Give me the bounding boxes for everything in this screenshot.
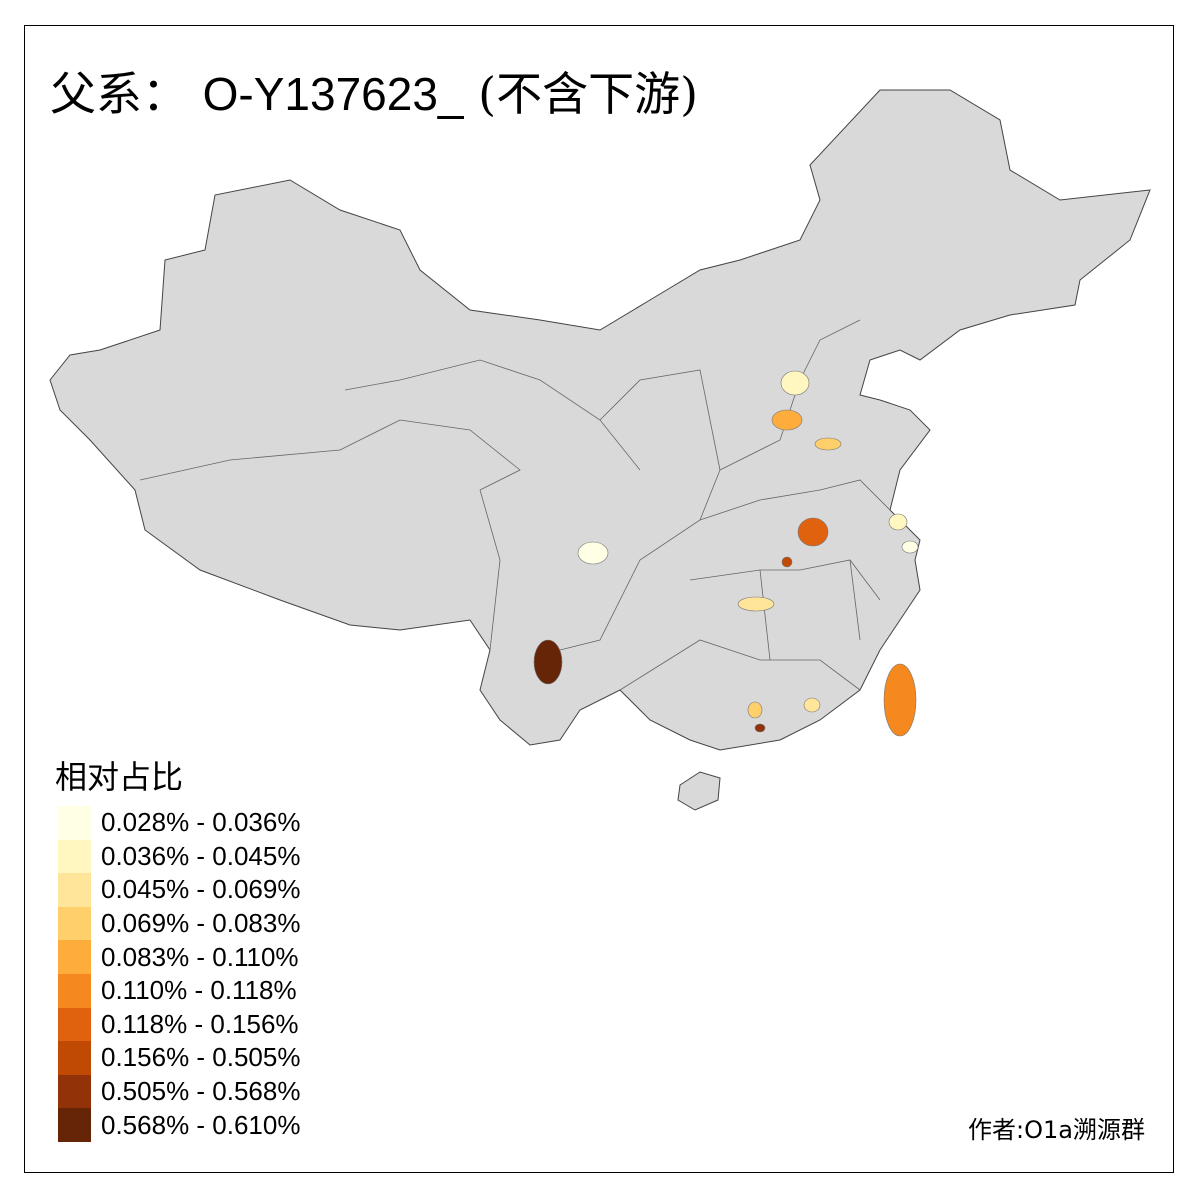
- legend-label: 0.568% - 0.610%: [101, 1109, 301, 1140]
- jiangsu-region-1: [888, 513, 908, 531]
- hainan: [677, 771, 721, 811]
- hubei-region: [737, 596, 775, 612]
- legend-item: 0.156% - 0.505%: [58, 1041, 300, 1075]
- shanxi-north-region: [780, 370, 810, 396]
- legend-swatch: [58, 806, 91, 840]
- legend-label: 0.083% - 0.110%: [101, 941, 299, 972]
- legend-swatch: [58, 1007, 91, 1042]
- legend-item: 0.118% - 0.156%: [58, 1007, 299, 1042]
- legend-item: 0.505% - 0.568%: [58, 1074, 301, 1109]
- author-credit: 作者:O1a溯源群: [968, 1116, 1145, 1144]
- legend-label: 0.069% - 0.083%: [101, 908, 301, 939]
- taiwan: [883, 663, 917, 737]
- legend-swatch: [58, 1074, 91, 1109]
- legend-item: 0.045% - 0.069%: [58, 873, 300, 907]
- jiangsu-region-2: [901, 540, 919, 554]
- guangdong-region: [747, 701, 763, 719]
- plot-border: [24, 25, 1174, 1173]
- henan-small-region: [781, 556, 793, 568]
- legend-swatch: [58, 906, 91, 941]
- legend-item: 0.069% - 0.083%: [58, 906, 301, 941]
- legend-item: 0.083% - 0.110%: [58, 940, 299, 974]
- anhui-region: [797, 517, 829, 547]
- legend-swatch: [58, 1041, 91, 1075]
- legend-item: 0.568% - 0.610%: [58, 1108, 300, 1142]
- legend-label: 0.028% - 0.036%: [101, 807, 301, 838]
- title-suffix: (不含下游): [478, 67, 699, 121]
- shanxi-south-region: [771, 409, 803, 431]
- guangdong-small-region: [754, 723, 766, 733]
- legend-label: 0.118% - 0.156%: [101, 1008, 299, 1039]
- legend-label: 0.505% - 0.568%: [101, 1076, 301, 1107]
- title-prefix: 父系：: [50, 67, 188, 121]
- legend-item: 0.110% - 0.118%: [58, 974, 297, 1008]
- legend-swatch: [58, 873, 91, 907]
- sichuan-region: [577, 541, 609, 565]
- legend-label: 0.156% - 0.505%: [101, 1042, 301, 1073]
- henan-north-region: [814, 437, 842, 451]
- yunnan-region: [533, 639, 563, 685]
- legend-label: 0.045% - 0.069%: [101, 874, 301, 905]
- legend-swatch: [58, 940, 91, 974]
- legend-label: 0.110% - 0.118%: [101, 975, 297, 1006]
- legend-item: 0.028% - 0.036%: [58, 806, 300, 840]
- legend-swatch: [58, 839, 91, 874]
- legend-title: 相对占比: [55, 758, 184, 796]
- province-borders: [139, 319, 891, 691]
- legend-label: 0.036% - 0.045%: [101, 840, 301, 871]
- chart-title: 父系： O-Y137623_ (不含下游): [50, 58, 698, 124]
- guangdong-east-region: [803, 697, 821, 713]
- legend-swatch: [58, 974, 91, 1008]
- legend-item: 0.036% - 0.045%: [58, 839, 301, 874]
- legend-swatch: [58, 1108, 91, 1142]
- title-code: O-Y137623_: [202, 68, 464, 120]
